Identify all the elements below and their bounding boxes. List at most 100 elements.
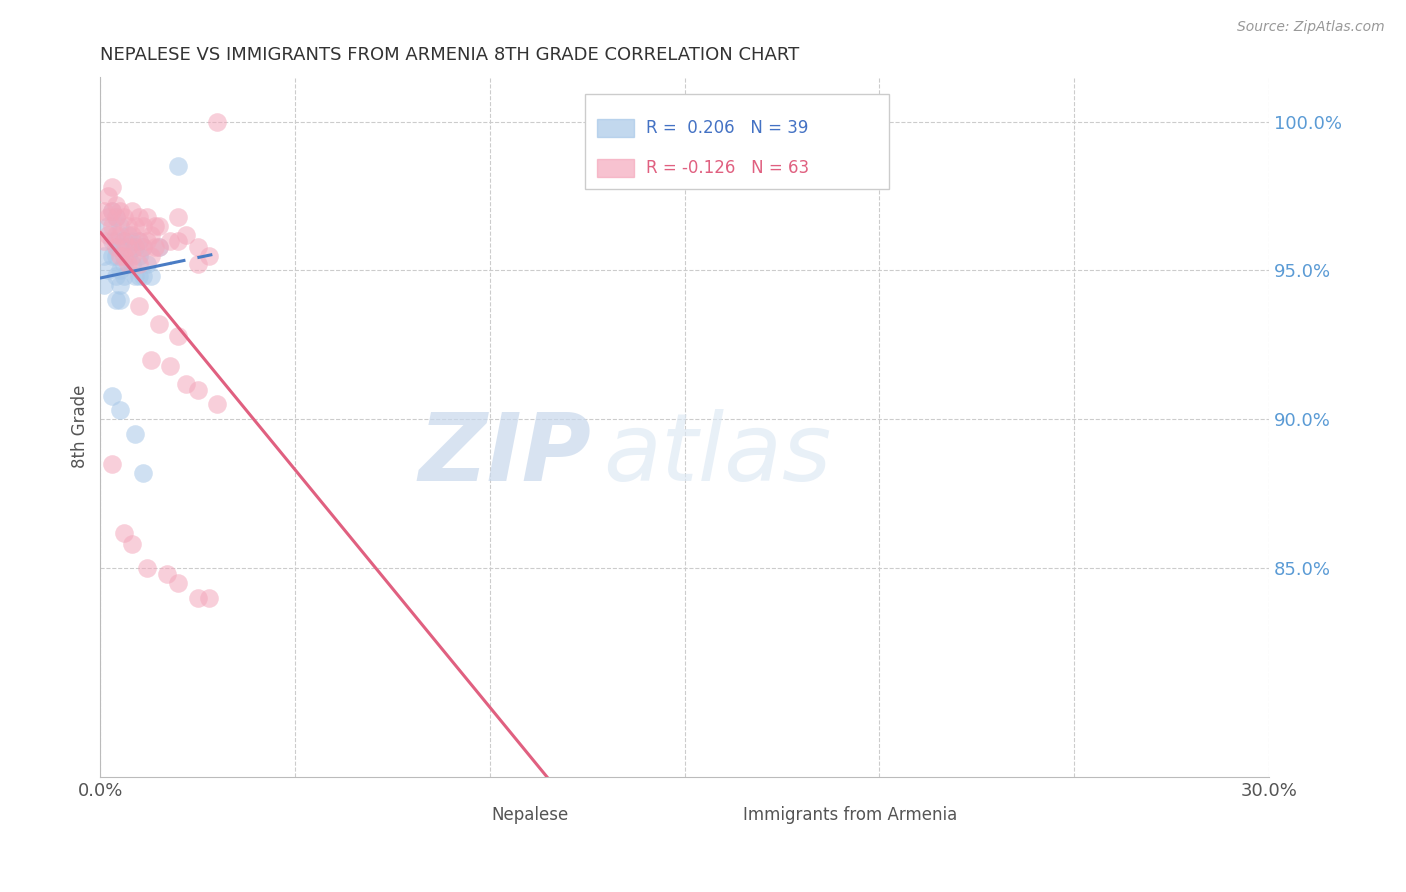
FancyBboxPatch shape: [696, 808, 730, 823]
Point: [124, 219, 146, 233]
Point: [101, 180, 124, 194]
Point: [112, 258, 135, 272]
Point: [128, 210, 150, 224]
Point: [97, 219, 120, 233]
Point: [187, 258, 209, 272]
Point: [97, 189, 120, 203]
Point: [136, 234, 159, 248]
FancyBboxPatch shape: [598, 159, 634, 177]
Point: [108, 239, 131, 253]
Point: [97, 227, 120, 242]
Point: [112, 249, 135, 263]
Point: [148, 239, 170, 253]
Point: [128, 269, 150, 284]
Point: [136, 210, 159, 224]
Point: [108, 249, 131, 263]
Point: [108, 403, 131, 417]
Point: [198, 591, 221, 605]
Point: [121, 227, 143, 242]
Point: [143, 239, 166, 253]
Point: [117, 249, 139, 263]
Point: [97, 210, 120, 224]
Point: [128, 234, 150, 248]
Point: [101, 457, 124, 471]
Text: ZIP: ZIP: [418, 409, 591, 500]
Point: [93, 278, 115, 293]
Point: [104, 210, 127, 224]
Text: Immigrants from Armenia: Immigrants from Armenia: [742, 806, 957, 824]
Point: [112, 234, 135, 248]
Point: [121, 249, 143, 263]
Point: [104, 198, 127, 212]
FancyBboxPatch shape: [598, 120, 634, 136]
Point: [121, 234, 143, 248]
Point: [187, 591, 209, 605]
Text: atlas: atlas: [603, 409, 831, 500]
Point: [104, 210, 127, 224]
Point: [117, 227, 139, 242]
Point: [108, 278, 131, 293]
Point: [101, 388, 124, 402]
Point: [124, 239, 146, 253]
Point: [143, 219, 166, 233]
Point: [159, 234, 181, 248]
Point: [117, 239, 139, 253]
Point: [128, 234, 150, 248]
Point: [108, 227, 131, 242]
Point: [104, 293, 127, 308]
Point: [128, 249, 150, 263]
Bar: [585, 95, 889, 189]
Point: [139, 227, 162, 242]
FancyBboxPatch shape: [446, 808, 478, 823]
Point: [108, 263, 131, 277]
Text: NEPALESE VS IMMIGRANTS FROM ARMENIA 8TH GRADE CORRELATION CHART: NEPALESE VS IMMIGRANTS FROM ARMENIA 8TH …: [100, 46, 800, 64]
Point: [174, 227, 197, 242]
Point: [148, 317, 170, 331]
Point: [136, 561, 159, 575]
Point: [132, 269, 155, 284]
Point: [101, 249, 124, 263]
Point: [132, 466, 155, 480]
Point: [117, 219, 139, 233]
Point: [132, 239, 155, 253]
Point: [139, 269, 162, 284]
Point: [93, 249, 115, 263]
Point: [108, 219, 131, 233]
Point: [112, 269, 135, 284]
Point: [167, 576, 190, 591]
Point: [104, 227, 127, 242]
Point: [205, 397, 228, 411]
Point: [128, 299, 150, 313]
Point: [108, 293, 131, 308]
Point: [139, 352, 162, 367]
Point: [124, 427, 146, 442]
Point: [167, 329, 190, 343]
Point: [139, 249, 162, 263]
Point: [124, 239, 146, 253]
Point: [159, 359, 181, 373]
Point: [174, 376, 197, 391]
Point: [108, 203, 131, 218]
Point: [104, 249, 127, 263]
Point: [167, 210, 190, 224]
Point: [93, 234, 115, 248]
Text: R = -0.126   N = 63: R = -0.126 N = 63: [647, 159, 810, 177]
Point: [187, 239, 209, 253]
Point: [112, 234, 135, 248]
Point: [101, 234, 124, 248]
Point: [121, 203, 143, 218]
Point: [198, 249, 221, 263]
Point: [104, 234, 127, 248]
Point: [187, 383, 209, 397]
Point: [112, 210, 135, 224]
Point: [205, 114, 228, 128]
Text: R =  0.206   N = 39: R = 0.206 N = 39: [647, 119, 808, 137]
Point: [136, 258, 159, 272]
Point: [112, 525, 135, 540]
Point: [132, 219, 155, 233]
Text: Source: ZipAtlas.com: Source: ZipAtlas.com: [1237, 20, 1385, 34]
Point: [124, 269, 146, 284]
Point: [101, 203, 124, 218]
Point: [117, 258, 139, 272]
Point: [101, 203, 124, 218]
